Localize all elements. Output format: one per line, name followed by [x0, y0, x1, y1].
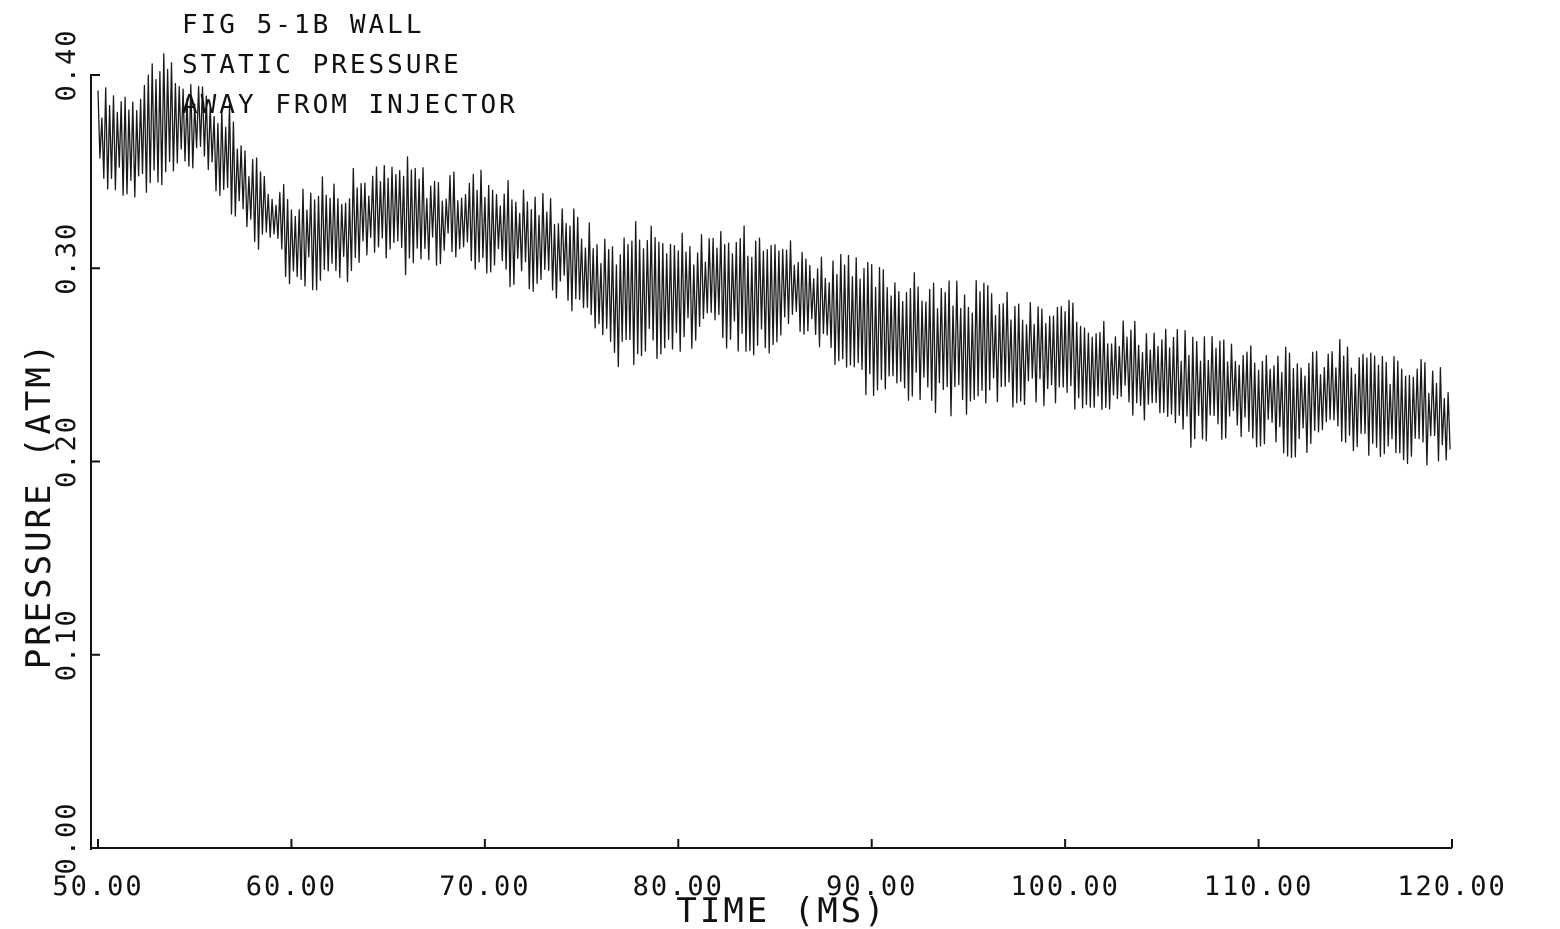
y-tick-label: 0.00	[51, 801, 82, 874]
pressure-trace	[97, 53, 1451, 466]
x-tick-label: 110.00	[1204, 871, 1314, 902]
y-tick-label: 0.10	[51, 608, 82, 681]
x-tick-label: 80.00	[633, 871, 724, 902]
chart-title: FIG 5-1B WALL STATIC PRESSURE AWAY FROM IN…	[182, 10, 518, 120]
x-axis-title: TIME (MS)	[676, 891, 887, 929]
y-axis-ticks: 0.00 0.10 0.20 0.30 0.40	[51, 28, 100, 875]
y-tick-label: 0.30	[51, 222, 82, 295]
y-tick-label: 0.40	[51, 28, 82, 101]
chart-title-line: AWAY FROM INJECTOR	[182, 90, 518, 120]
x-tick-label: 70.00	[439, 871, 530, 902]
pressure-signal	[97, 53, 1451, 466]
x-tick-label: 100.00	[1010, 871, 1120, 902]
x-tick-label: 50.00	[52, 871, 143, 902]
x-tick-label: 90.00	[826, 871, 917, 902]
x-tick-label: 120.00	[1397, 871, 1507, 902]
x-axis-ticks: 50.00 60.00 70.00 80.00 90.00 100.00 110.00 120…	[52, 839, 1507, 902]
chart-title-line: STATIC PRESSURE	[182, 50, 462, 80]
y-axis-title: PRESSURE (ATM)	[19, 341, 59, 670]
y-tick-label: 0.20	[51, 415, 82, 488]
x-tick-label: 60.00	[246, 871, 337, 902]
chart-title-line: FIG 5-1B WALL	[182, 10, 425, 40]
